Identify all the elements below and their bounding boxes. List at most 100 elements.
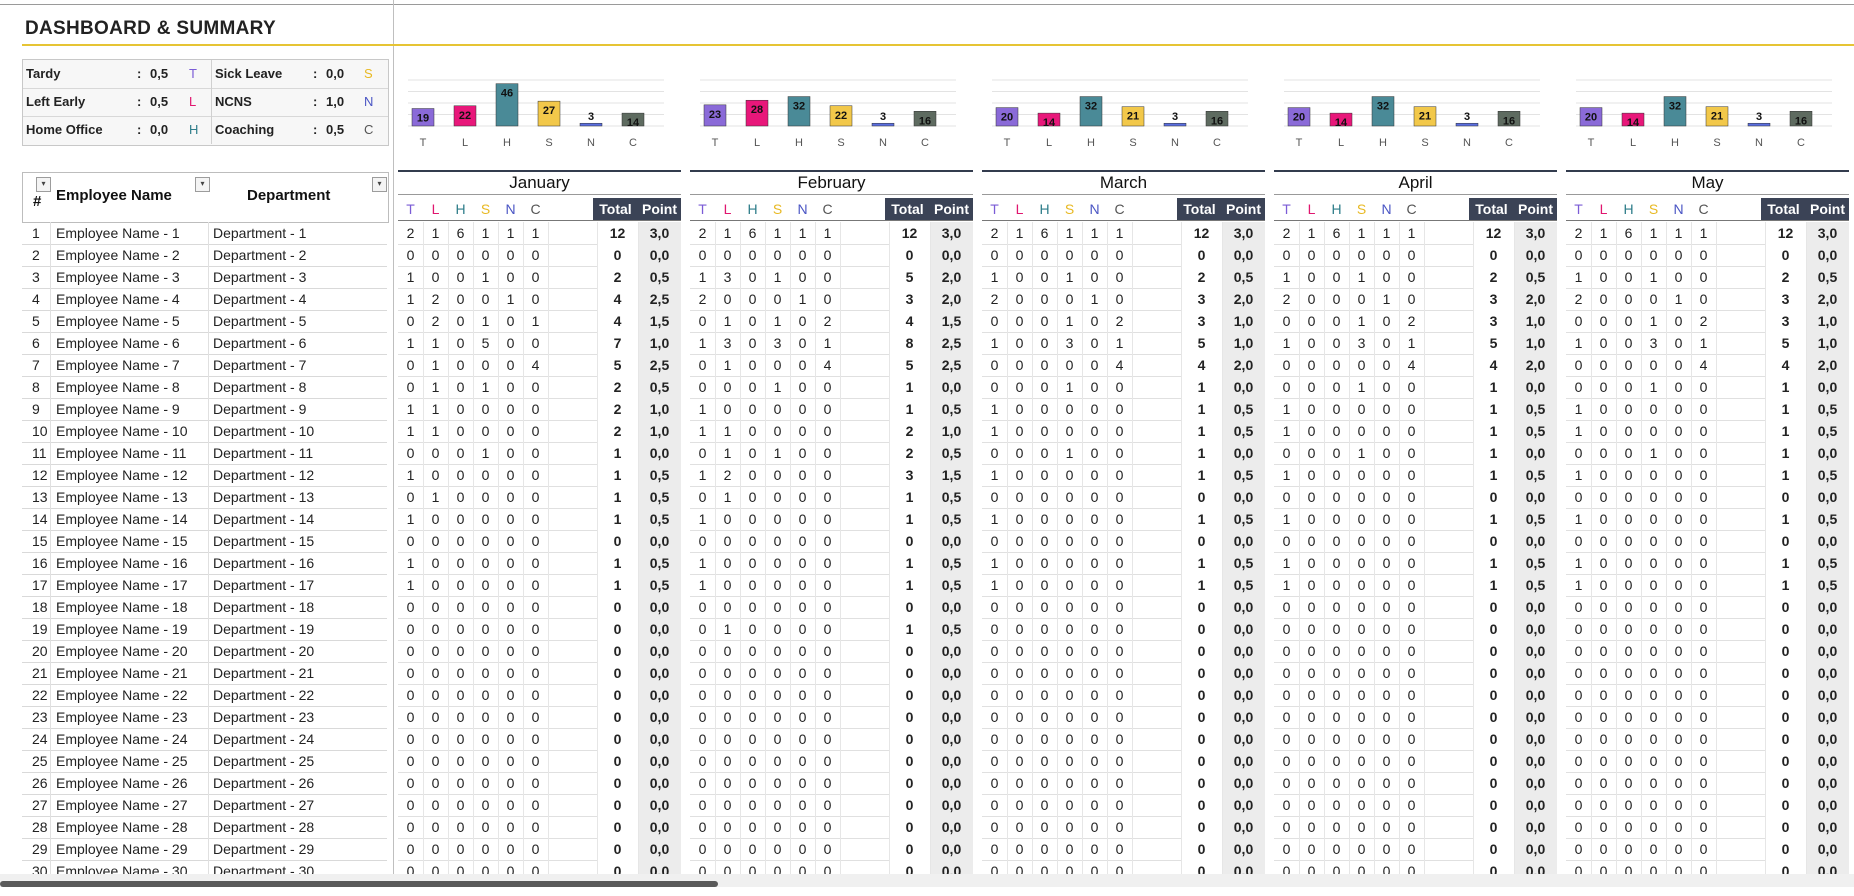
table-row[interactable]: 29 Employee Name - 29 Department - 29 (22, 838, 387, 861)
table-row[interactable]: 1 1 0 0 0 0 2 1,0 (398, 420, 681, 443)
table-row[interactable]: 0 0 0 0 0 0 0 0,0 (1566, 244, 1849, 267)
table-row[interactable]: 1 0 0 0 0 0 1 0,5 (398, 552, 681, 575)
table-row[interactable]: 0 1 0 0 0 0 1 0,5 (690, 486, 973, 509)
horizontal-scrollbar[interactable] (0, 881, 718, 887)
table-row[interactable]: 0 0 0 0 0 0 0 0,0 (398, 750, 681, 773)
table-row[interactable]: 0 0 0 1 0 2 3 1,0 (1274, 310, 1557, 333)
table-row[interactable]: 0 0 0 1 0 0 1 0,0 (982, 376, 1265, 399)
table-row[interactable]: 0 0 0 0 0 0 0 0,0 (1274, 596, 1557, 619)
table-row[interactable]: 1 0 0 0 0 0 1 0,5 (982, 574, 1265, 597)
table-row[interactable]: 1 2 0 0 0 0 3 1,5 (690, 464, 973, 487)
table-row[interactable]: 0 0 0 1 0 0 1 0,0 (1566, 376, 1849, 399)
table-row[interactable]: 12 Employee Name - 12 Department - 12 (22, 464, 387, 487)
table-row[interactable]: 0 0 0 1 0 2 3 1,0 (1566, 310, 1849, 333)
table-row[interactable]: 0 0 0 0 0 0 0 0,0 (1274, 772, 1557, 795)
table-row[interactable]: 0 0 0 0 0 0 0 0,0 (398, 838, 681, 861)
table-row[interactable]: 0 0 0 0 0 0 0 0,0 (690, 772, 973, 795)
table-row[interactable]: 0 0 0 0 0 0 0 0,0 (398, 530, 681, 553)
table-row[interactable]: 0 0 0 0 0 0 0 0,0 (690, 640, 973, 663)
table-row[interactable]: 1 0 0 0 0 0 1 0,5 (1274, 398, 1557, 421)
table-row[interactable]: 0 0 0 0 0 0 0 0,0 (982, 816, 1265, 839)
table-row[interactable]: 1 0 0 0 0 0 1 0,5 (982, 552, 1265, 575)
table-row[interactable]: 0 0 0 0 0 0 0 0,0 (1566, 640, 1849, 663)
table-row[interactable]: 13 Employee Name - 13 Department - 13 (22, 486, 387, 509)
table-row[interactable]: 0 0 0 0 0 0 0 0,0 (982, 750, 1265, 773)
table-row[interactable]: 0 0 0 0 0 0 0 0,0 (690, 816, 973, 839)
table-row[interactable]: 0 0 0 0 0 4 4 2,0 (1566, 354, 1849, 377)
table-row[interactable]: 0 1 0 0 0 4 5 2,5 (690, 354, 973, 377)
table-row[interactable]: 1 0 0 3 0 1 5 1,0 (1274, 332, 1557, 355)
table-row[interactable]: 18 Employee Name - 18 Department - 18 (22, 596, 387, 619)
table-row[interactable]: 1 0 0 0 0 0 1 0,5 (398, 464, 681, 487)
table-row[interactable]: 0 1 0 1 0 0 2 0,5 (398, 376, 681, 399)
table-row[interactable]: 10 Employee Name - 10 Department - 10 (22, 420, 387, 443)
table-row[interactable]: 0 0 0 1 0 0 1 0,0 (982, 442, 1265, 465)
table-row[interactable]: 1 1 0 0 0 0 2 1,0 (398, 398, 681, 421)
table-row[interactable]: 1 0 0 1 0 0 2 0,5 (1274, 266, 1557, 289)
table-row[interactable]: 0 0 0 0 0 0 0 0,0 (690, 706, 973, 729)
table-row[interactable]: 15 Employee Name - 15 Department - 15 (22, 530, 387, 553)
table-row[interactable]: 3 Employee Name - 3 Department - 3 (22, 266, 387, 289)
table-row[interactable]: 1 0 0 1 0 0 2 0,5 (398, 266, 681, 289)
table-row[interactable]: 0 0 0 1 0 0 1 0,0 (1274, 442, 1557, 465)
table-row[interactable]: 2 1 6 1 1 1 12 3,0 (398, 222, 681, 245)
table-row[interactable]: 0 0 0 0 0 0 0 0,0 (690, 750, 973, 773)
table-row[interactable]: 1 0 0 0 0 0 1 0,5 (982, 508, 1265, 531)
table-row[interactable]: 0 0 0 0 0 0 0 0,0 (982, 596, 1265, 619)
table-row[interactable]: 26 Employee Name - 26 Department - 26 (22, 772, 387, 795)
table-row[interactable]: 1 0 0 0 0 0 1 0,5 (690, 508, 973, 531)
table-row[interactable]: 0 0 0 0 0 0 0 0,0 (982, 772, 1265, 795)
table-row[interactable]: 0 0 0 0 0 0 0 0,0 (398, 618, 681, 641)
table-row[interactable]: 1 0 0 0 0 0 1 0,5 (1566, 508, 1849, 531)
table-row[interactable]: 20 Employee Name - 20 Department - 20 (22, 640, 387, 663)
table-row[interactable]: 0 0 0 0 0 0 0 0,0 (398, 640, 681, 663)
table-row[interactable]: 0 0 0 0 0 0 0 0,0 (1566, 486, 1849, 509)
table-row[interactable]: 2 1 6 1 1 1 12 3,0 (1274, 222, 1557, 245)
table-row[interactable]: 9 Employee Name - 9 Department - 9 (22, 398, 387, 421)
table-row[interactable]: 17 Employee Name - 17 Department - 17 (22, 574, 387, 597)
table-row[interactable]: 0 0 0 1 0 0 1 0,0 (1566, 442, 1849, 465)
table-row[interactable]: 0 0 0 0 0 0 0 0,0 (1566, 728, 1849, 751)
filter-dropdown-num[interactable]: ▾ (36, 177, 51, 192)
table-row[interactable]: 1 0 0 0 0 0 1 0,5 (1274, 464, 1557, 487)
table-row[interactable]: 2 0 0 0 1 0 3 2,0 (690, 288, 973, 311)
table-row[interactable]: 0 0 0 0 0 0 0 0,0 (1274, 530, 1557, 553)
table-row[interactable]: 0 0 0 0 0 0 0 0,0 (398, 794, 681, 817)
table-row[interactable]: 22 Employee Name - 22 Department - 22 (22, 684, 387, 707)
table-row[interactable]: 2 1 6 1 1 1 12 3,0 (982, 222, 1265, 245)
table-row[interactable]: 0 0 0 0 0 0 0 0,0 (1566, 838, 1849, 861)
table-row[interactable]: 0 0 0 0 0 0 0 0,0 (1274, 706, 1557, 729)
table-row[interactable]: 2 1 6 1 1 1 12 3,0 (690, 222, 973, 245)
table-row[interactable]: 24 Employee Name - 24 Department - 24 (22, 728, 387, 751)
table-row[interactable]: 1 0 0 0 0 0 1 0,5 (1274, 574, 1557, 597)
table-row[interactable]: 0 0 0 0 0 0 0 0,0 (982, 838, 1265, 861)
table-row[interactable]: 0 0 0 0 0 0 0 0,0 (1566, 596, 1849, 619)
table-row[interactable]: 0 1 0 0 0 0 1 0,5 (398, 486, 681, 509)
table-row[interactable]: 0 0 0 0 0 0 0 0,0 (982, 662, 1265, 685)
table-row[interactable]: 0 0 0 0 0 0 0 0,0 (690, 530, 973, 553)
table-row[interactable]: 0 0 0 0 0 0 0 0,0 (1566, 530, 1849, 553)
table-row[interactable]: 0 0 0 0 0 0 0 0,0 (398, 684, 681, 707)
table-row[interactable]: 0 0 0 0 0 0 0 0,0 (982, 728, 1265, 751)
table-row[interactable]: 19 Employee Name - 19 Department - 19 (22, 618, 387, 641)
table-row[interactable]: 0 0 0 0 0 0 0 0,0 (398, 728, 681, 751)
table-row[interactable]: 1 0 0 0 0 0 1 0,5 (398, 508, 681, 531)
table-row[interactable]: 0 0 0 0 0 0 0 0,0 (690, 684, 973, 707)
table-row[interactable]: 0 0 0 0 0 0 0 0,0 (690, 244, 973, 267)
table-row[interactable]: 0 0 0 0 0 0 0 0,0 (690, 728, 973, 751)
table-row[interactable]: 25 Employee Name - 25 Department - 25 (22, 750, 387, 773)
table-row[interactable]: 0 0 0 0 0 0 0 0,0 (1274, 486, 1557, 509)
table-row[interactable]: 0 0 0 0 0 0 0 0,0 (982, 618, 1265, 641)
table-row[interactable]: 0 0 0 0 0 0 0 0,0 (398, 772, 681, 795)
table-row[interactable]: 28 Employee Name - 28 Department - 28 (22, 816, 387, 839)
table-row[interactable]: 0 0 0 0 0 0 0 0,0 (982, 244, 1265, 267)
table-row[interactable]: 0 0 0 0 0 0 0 0,0 (398, 816, 681, 839)
table-row[interactable]: 0 0 0 0 0 0 0 0,0 (398, 662, 681, 685)
table-row[interactable]: 4 Employee Name - 4 Department - 4 (22, 288, 387, 311)
table-row[interactable]: 0 0 0 0 0 0 0 0,0 (398, 244, 681, 267)
table-row[interactable]: 0 0 0 0 0 0 0 0,0 (982, 684, 1265, 707)
table-row[interactable]: 0 0 0 0 0 0 0 0,0 (1566, 684, 1849, 707)
table-row[interactable]: 0 0 0 0 0 0 0 0,0 (1566, 816, 1849, 839)
table-row[interactable]: 0 0 0 0 0 0 0 0,0 (982, 706, 1265, 729)
table-row[interactable]: 0 0 0 0 0 0 0 0,0 (1274, 244, 1557, 267)
